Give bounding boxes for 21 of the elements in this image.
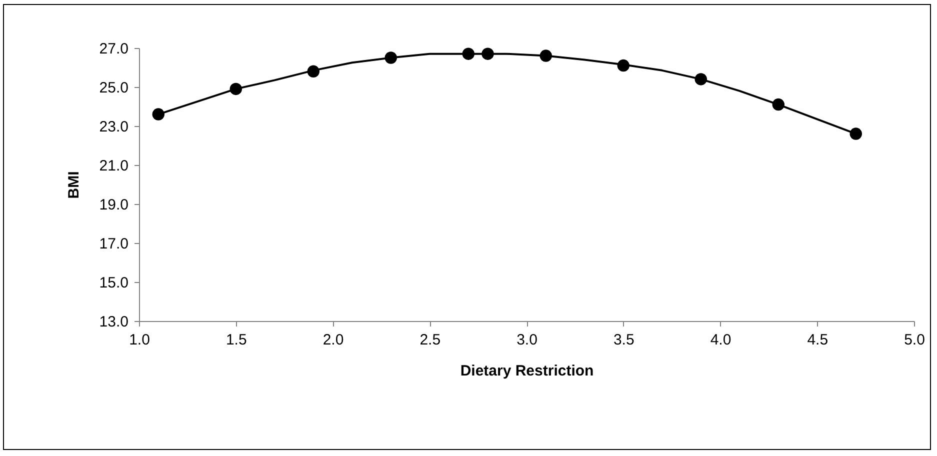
y-tick-label: 21.0	[99, 158, 128, 174]
point	[850, 128, 862, 140]
y-tick-label: 15.0	[99, 274, 128, 292]
x-tick-label: 4.5	[807, 332, 828, 348]
x-tick-label: 2.5	[420, 332, 441, 348]
y-tick-label: 25.0	[99, 80, 128, 96]
x-tick-label: 3.0	[516, 332, 538, 348]
y-tick-label: 27.0	[99, 40, 128, 58]
x-tick-label: 2.0	[322, 332, 344, 348]
point	[152, 108, 164, 120]
x-tick-label: 5.0	[904, 332, 925, 348]
x-tick-label: 1.5	[226, 332, 247, 348]
x-tick-label: 3.5	[613, 332, 634, 348]
y-tick-label: 13.0	[99, 314, 128, 330]
y-tick-label: 17.0	[99, 236, 128, 252]
y-tick-label: 19.0	[99, 196, 128, 214]
y-tick-label: 23.0	[99, 118, 128, 136]
y-axis-title: BMI	[65, 171, 82, 199]
x-tick-label: 4.0	[710, 332, 732, 348]
x-axis-title: Dietary Restriction	[460, 362, 594, 380]
x-tick-label: 1.0	[129, 332, 150, 348]
